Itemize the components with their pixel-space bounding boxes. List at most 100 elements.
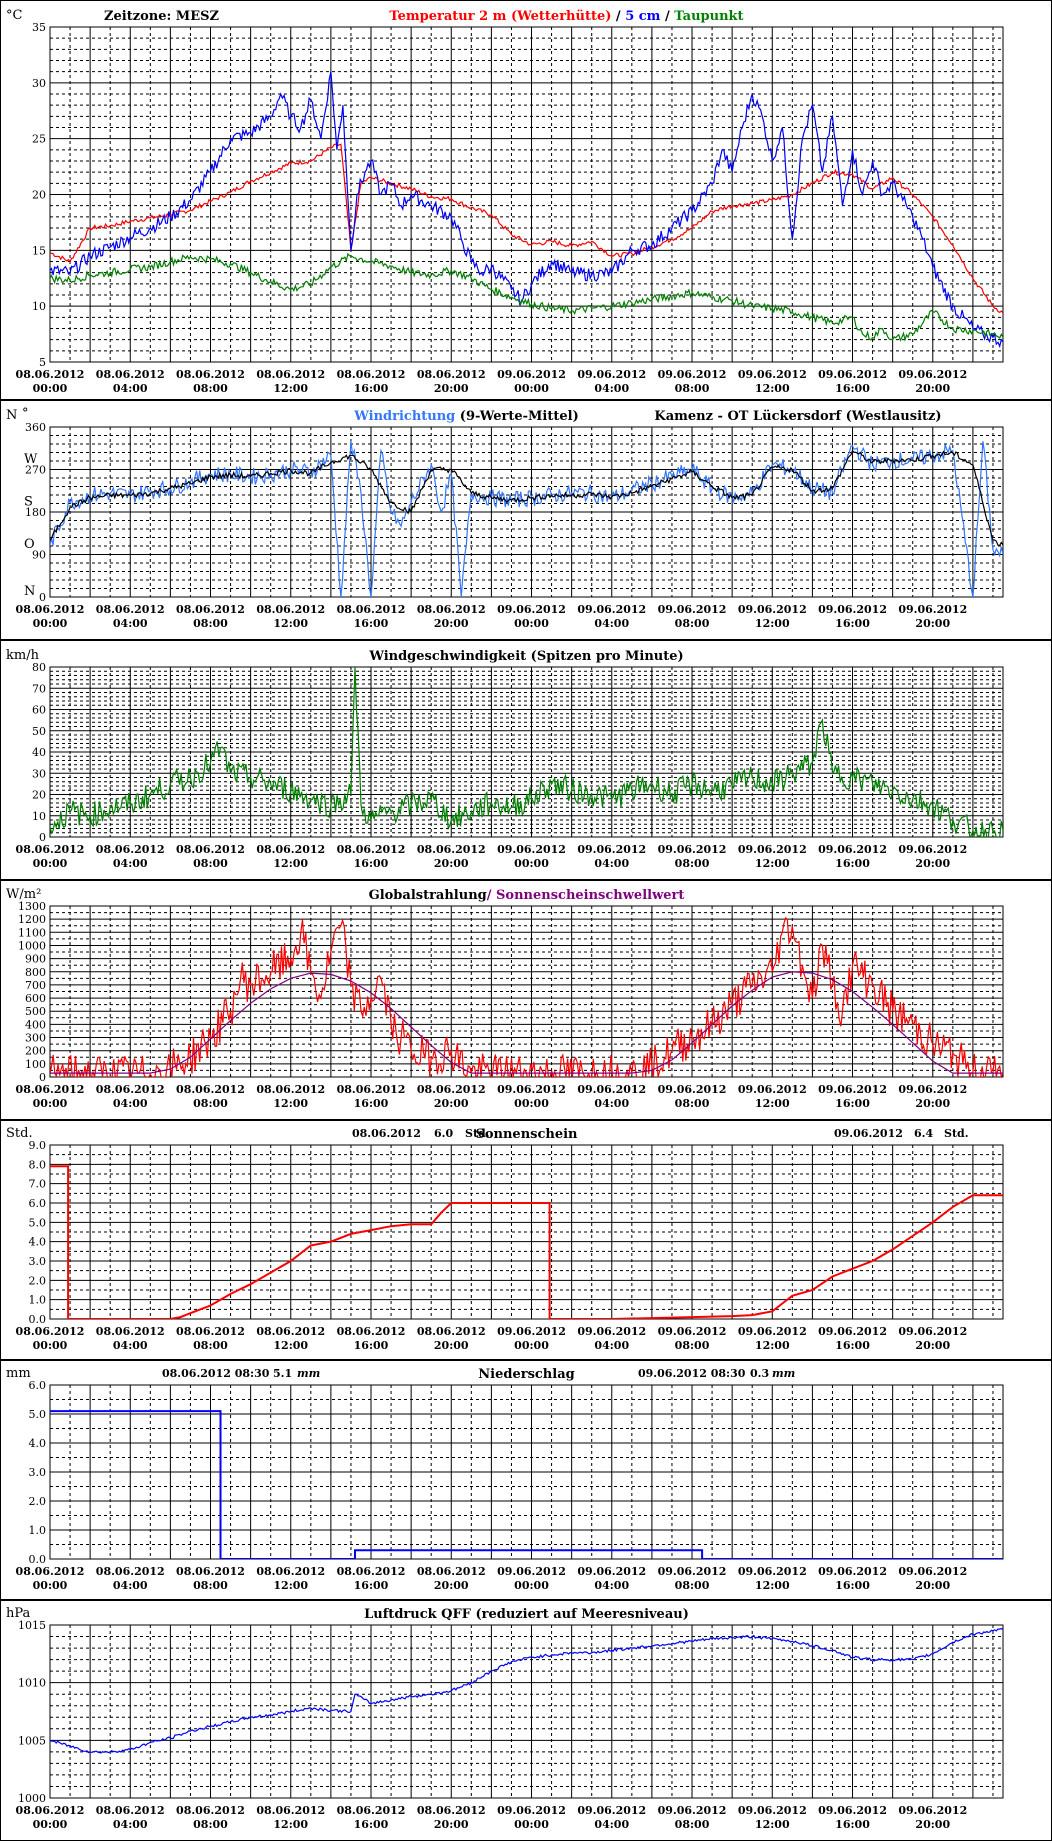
y-tick-label: 10 [32, 810, 46, 823]
chart-precipitation: 0.01.02.03.04.05.06.008.06.201200:0008.0… [6, 1366, 1004, 1592]
series-line [50, 667, 1003, 837]
x-tick-label: 08:00 [675, 1818, 710, 1831]
x-tick-label: 00:00 [33, 857, 68, 870]
y-tick-label: 1010 [18, 1677, 46, 1690]
y-tick-label: 30 [32, 77, 46, 90]
x-tick-label: 09.06.2012 [577, 1325, 646, 1338]
x-tick-label: 08:00 [675, 617, 710, 630]
x-tick-label: 12:00 [755, 1339, 790, 1352]
x-tick-label: 09.06.2012 [497, 368, 566, 381]
axis-unit: N [6, 408, 17, 423]
chart-title: Luftdruck QFF (reduziert auf Meeresnivea… [364, 1607, 689, 1622]
x-tick-label: 09.06.2012 [497, 843, 566, 856]
x-tick-label: 08:00 [675, 1579, 710, 1592]
y-tick-label: 9.0 [29, 1139, 47, 1152]
x-tick-label: 08.06.2012 [417, 1083, 486, 1096]
axis-unit: °C [6, 8, 23, 23]
x-tick-label: 20:00 [434, 382, 469, 395]
y-tick-label: 0.0 [29, 1313, 47, 1326]
chart-pressure: 100010051010101508.06.201200:0008.06.201… [6, 1606, 1004, 1831]
direction-label: S [24, 494, 33, 509]
x-tick-label: 09.06.2012 [898, 1083, 967, 1096]
x-tick-label: 09.06.2012 [738, 603, 807, 616]
x-tick-label: 00:00 [514, 382, 549, 395]
title-part: Taupunkt [674, 9, 743, 24]
x-tick-label: 08.06.2012 [417, 1565, 486, 1578]
x-tick-label: 08.06.2012 [176, 1325, 245, 1338]
axis-unit: mm [6, 1366, 31, 1381]
x-tick-label: 08:00 [675, 382, 710, 395]
y-tick-label: 200 [25, 1045, 46, 1058]
x-tick-label: 12:00 [755, 857, 790, 870]
x-tick-label: 09.06.2012 [577, 1804, 646, 1817]
x-tick-label: 08.06.2012 [96, 1325, 165, 1338]
x-tick-label: 09.06.2012 [898, 1565, 967, 1578]
x-tick-label: 04:00 [113, 1097, 148, 1110]
x-tick-label: 08.06.2012 [256, 843, 325, 856]
x-tick-label: 08.06.2012 [337, 368, 406, 381]
x-tick-label: 08:00 [193, 1339, 228, 1352]
x-tick-label: 16:00 [835, 382, 870, 395]
x-tick-label: 08.06.2012 [96, 843, 165, 856]
y-tick-label: 300 [25, 1032, 46, 1045]
x-tick-label: 09.06.2012 [577, 843, 646, 856]
axis-unit: W/m² [6, 887, 41, 902]
y-tick-label: 2.0 [29, 1495, 47, 1508]
y-tick-label: 4.0 [29, 1236, 47, 1249]
x-tick-label: 09.06.2012 [497, 603, 566, 616]
x-tick-label: 09.06.2012 [658, 843, 727, 856]
x-tick-label: 09.06.2012 [818, 1325, 887, 1338]
x-tick-label: 12:00 [755, 1579, 790, 1592]
x-tick-label: 12:00 [755, 1097, 790, 1110]
y-tick-label: 20 [32, 189, 46, 202]
title-part: / [660, 9, 674, 24]
x-tick-label: 09.06.2012 [898, 1804, 967, 1817]
x-tick-label: 16:00 [354, 617, 389, 630]
x-tick-label: 08:00 [193, 382, 228, 395]
annotation-date: 08.06.2012 08:30 [162, 1367, 270, 1380]
y-tick-label: 3.0 [29, 1466, 47, 1479]
annotation-unit: mm [772, 1367, 795, 1380]
title-part: (9-Werte-Mittel) [455, 409, 578, 424]
y-tick-label: 2.0 [29, 1274, 47, 1287]
x-tick-label: 08.06.2012 [176, 843, 245, 856]
x-tick-label: 08.06.2012 [256, 1083, 325, 1096]
plot-area [49, 1624, 1004, 1799]
x-tick-label: 09.06.2012 [658, 603, 727, 616]
x-tick-label: 12:00 [273, 1818, 308, 1831]
x-tick-label: 08:00 [675, 1339, 710, 1352]
annotation-date: 08.06.2012 [352, 1127, 421, 1140]
y-tick-label: 5.0 [29, 1216, 47, 1229]
y-tick-label: 0 [39, 831, 46, 844]
x-tick-label: 08.06.2012 [16, 1325, 85, 1338]
x-tick-label: 09.06.2012 [738, 1083, 807, 1096]
series-line [50, 143, 1003, 314]
y-tick-label: 40 [32, 746, 46, 759]
x-tick-label: 16:00 [835, 1818, 870, 1831]
y-tick-label: 50 [32, 725, 46, 738]
x-tick-label: 09.06.2012 [497, 1565, 566, 1578]
x-tick-label: 12:00 [755, 1818, 790, 1831]
series-line [50, 1165, 1003, 1319]
chart-wind_direction: 09018027036008.06.201200:0008.06.201204:… [6, 406, 1004, 630]
x-tick-label: 09.06.2012 [577, 1565, 646, 1578]
x-tick-label: 08.06.2012 [417, 843, 486, 856]
x-tick-label: 08.06.2012 [16, 1804, 85, 1817]
x-tick-label: 08.06.2012 [256, 1565, 325, 1578]
x-tick-label: 00:00 [33, 1097, 68, 1110]
series-line [50, 252, 1003, 342]
x-tick-label: 20:00 [915, 857, 950, 870]
x-tick-label: 08.06.2012 [417, 1325, 486, 1338]
chart-title: Windgeschwindigkeit (Spitzen pro Minute) [368, 649, 683, 664]
timezone-label: Zeitzone: MESZ [104, 9, 219, 24]
y-tick-label: 100 [25, 1058, 46, 1071]
x-tick-label: 12:00 [273, 1339, 308, 1352]
x-tick-label: 08.06.2012 [176, 1804, 245, 1817]
x-tick-label: 09.06.2012 [818, 843, 887, 856]
x-tick-label: 08.06.2012 [16, 843, 85, 856]
x-tick-label: 09.06.2012 [818, 1565, 887, 1578]
x-tick-label: 08:00 [193, 1818, 228, 1831]
x-tick-label: 20:00 [915, 382, 950, 395]
